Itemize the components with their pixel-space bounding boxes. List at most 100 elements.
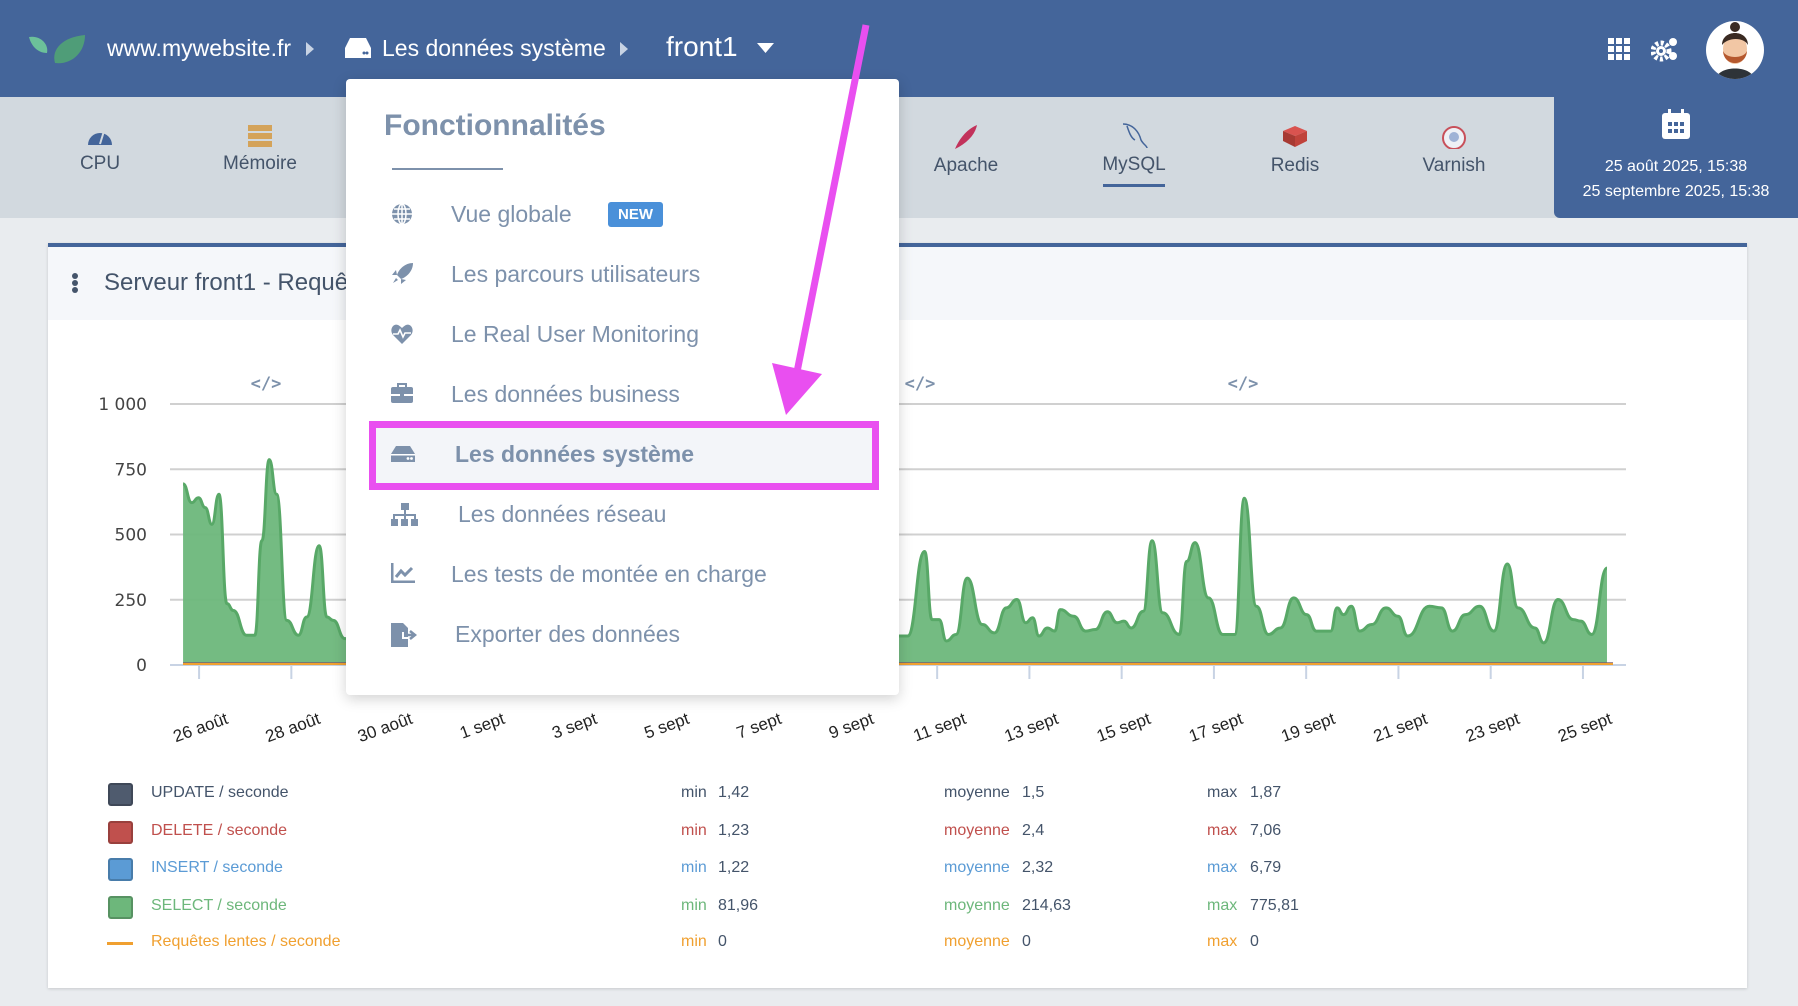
y-tick-label: 1 000 xyxy=(98,395,147,415)
tab-varnish[interactable]: Varnish xyxy=(1384,125,1524,177)
legend-label[interactable]: SELECT / seconde xyxy=(151,897,287,914)
avg-value: 1,5 xyxy=(1022,784,1045,801)
max-value: 7,06 xyxy=(1250,822,1282,839)
avg-label: moyenne xyxy=(944,933,1010,950)
redis-icon xyxy=(1283,126,1307,147)
tab-apache[interactable]: Apache xyxy=(896,125,1036,177)
max-value: 775,81 xyxy=(1250,897,1299,914)
avg-label: moyenne xyxy=(944,897,1010,914)
menu-item-parcours[interactable]: Les parcours utilisateurs xyxy=(346,255,899,295)
globe-icon xyxy=(392,203,412,225)
x-tick-label: 26 août xyxy=(171,709,231,746)
menu-item-tests-charge[interactable]: Les tests de montée en charge xyxy=(346,555,899,595)
top-header: www.mywebsite.fr Les données système fro… xyxy=(0,0,1798,97)
code-marker-icon: </> xyxy=(1228,374,1259,394)
title-underline xyxy=(392,168,503,170)
tab-label: Mémoire xyxy=(223,153,297,174)
leaf-logo[interactable] xyxy=(29,33,87,65)
series-area-select xyxy=(183,459,1607,665)
min-value: 1,23 xyxy=(718,822,750,839)
max-label: max xyxy=(1207,933,1238,950)
series-line-select xyxy=(182,458,1609,645)
legend-label[interactable]: DELETE / seconde xyxy=(151,822,288,839)
menu-item-systeme[interactable]: Les données système xyxy=(346,435,899,475)
tab-label: Apache xyxy=(933,155,999,176)
legend-swatch[interactable] xyxy=(108,858,133,881)
y-tick-label: 750 xyxy=(115,460,147,480)
server-selector[interactable]: front1 xyxy=(666,31,738,62)
x-tick-label: 5 sept xyxy=(642,709,692,743)
menu-item-rum[interactable]: Le Real User Monitoring xyxy=(346,315,899,355)
breadcrumb-section[interactable]: Les données système xyxy=(382,35,606,61)
card-title: Serveur front1 - Requê xyxy=(104,269,349,296)
tab-redis[interactable]: Redis xyxy=(1225,125,1365,177)
tab-label: Redis xyxy=(1270,155,1320,176)
x-tick-label: 30 août xyxy=(355,709,415,746)
max-label: max xyxy=(1207,822,1238,839)
x-tick-label: 17 sept xyxy=(1186,709,1245,746)
y-tick-label: 500 xyxy=(115,526,147,546)
legend-label[interactable]: Requêtes lentes / seconde xyxy=(151,933,341,950)
avg-value: 2,4 xyxy=(1022,822,1045,839)
max-label: max xyxy=(1207,897,1238,914)
avatar-illustration xyxy=(1716,22,1754,79)
chevron-right-icon xyxy=(620,42,628,56)
gears-icon[interactable] xyxy=(1651,36,1679,62)
legend-swatch[interactable] xyxy=(108,896,133,919)
date-range-picker[interactable]: 25 août 2025, 15:38 25 septembre 2025, 1… xyxy=(1554,97,1798,218)
legend-swatch[interactable] xyxy=(108,821,133,844)
menu-item-label: Le Real User Monitoring xyxy=(451,321,700,347)
caret-down-icon[interactable] xyxy=(757,43,774,53)
menu-item-exporter[interactable]: Exporter des données xyxy=(346,615,899,655)
x-tick-label: 1 sept xyxy=(457,709,507,743)
varnish-icon xyxy=(1442,126,1466,149)
min-value: 81,96 xyxy=(718,897,759,914)
x-tick-label: 7 sept xyxy=(734,709,784,743)
tab-mysql[interactable]: MySQL xyxy=(1064,122,1204,187)
date-start: 25 août 2025, 15:38 xyxy=(1604,158,1748,175)
min-label: min xyxy=(681,784,707,801)
avg-value: 0 xyxy=(1022,933,1031,950)
file-export-icon xyxy=(391,623,417,647)
code-marker-icon: </> xyxy=(905,374,936,394)
avg-label: moyenne xyxy=(944,859,1010,876)
avg-value: 214,63 xyxy=(1022,897,1071,914)
mysql-dolphin-icon xyxy=(1122,123,1148,148)
legend-label[interactable]: INSERT / seconde xyxy=(151,859,283,876)
x-tick-label: 11 sept xyxy=(911,709,969,746)
avatar[interactable] xyxy=(1706,21,1764,79)
menu-item-business[interactable]: Les données business xyxy=(346,375,899,415)
tab-label: MySQL xyxy=(1102,154,1166,175)
tab-memoire[interactable]: Mémoire xyxy=(190,125,330,175)
max-label: max xyxy=(1207,784,1238,801)
x-tick-label: 15 sept xyxy=(1094,709,1153,746)
menu-item-label: Exporter des données xyxy=(455,621,681,647)
min-label: min xyxy=(681,897,707,914)
legend-swatch[interactable] xyxy=(108,783,133,806)
kebab-menu-icon[interactable] xyxy=(72,273,78,293)
avg-label: moyenne xyxy=(944,822,1010,839)
menu-item-label: Les données système xyxy=(455,441,695,467)
menu-item-vue-globale[interactable]: Vue globale NEW xyxy=(346,195,899,235)
x-tick-label: 21 sept xyxy=(1371,709,1430,746)
breadcrumb-site[interactable]: www.mywebsite.fr xyxy=(107,35,292,61)
memory-icon xyxy=(248,125,272,147)
new-badge: NEW xyxy=(608,202,663,227)
max-value: 1,87 xyxy=(1250,784,1282,801)
max-label: max xyxy=(1207,859,1238,876)
dropdown-title: Fonctionnalités xyxy=(384,109,606,142)
heartbeat-icon xyxy=(391,324,413,344)
x-tick-label: 9 sept xyxy=(826,709,876,743)
legend-label[interactable]: UPDATE / seconde xyxy=(151,784,289,801)
y-tick-label: 0 xyxy=(136,656,147,676)
menu-item-label: Vue globale xyxy=(451,201,572,227)
menu-item-reseau[interactable]: Les données réseau xyxy=(346,495,899,535)
tab-bar xyxy=(0,97,1798,218)
grid-icon[interactable] xyxy=(1608,38,1630,60)
max-value: 6,79 xyxy=(1250,859,1282,876)
chart-line-icon xyxy=(391,563,415,583)
apache-feather-icon xyxy=(955,125,977,149)
tab-cpu[interactable]: CPU xyxy=(30,125,170,175)
min-value: 0 xyxy=(718,933,727,950)
date-end: 25 septembre 2025, 15:38 xyxy=(1582,183,1770,200)
